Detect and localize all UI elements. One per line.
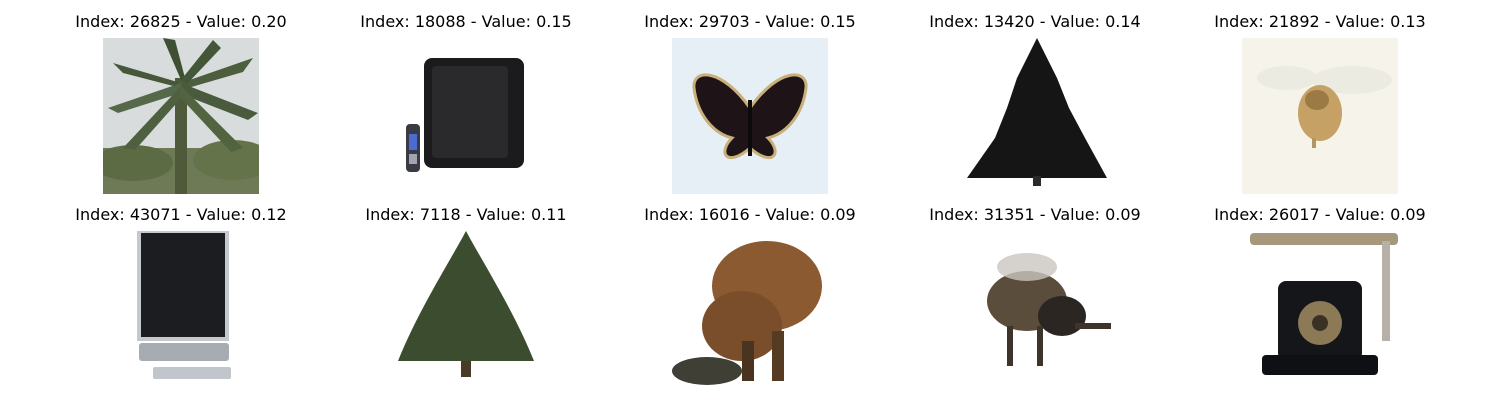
panel-title: Index: 26017 - Value: 0.09 [1214,205,1426,224]
butterfly-icon [672,38,828,194]
panel-title: Index: 31351 - Value: 0.09 [929,205,1141,224]
palm-tree-icon [103,38,259,194]
panel-title: Index: 16016 - Value: 0.09 [644,205,856,224]
conifer-tree-icon [388,231,544,387]
bison-icon [672,231,828,387]
panel-title: Index: 26825 - Value: 0.20 [75,12,287,31]
panel-title: Index: 21892 - Value: 0.13 [1214,12,1426,31]
pine-tree-icon [957,38,1113,194]
flat-tv-icon [103,231,259,387]
bee-icon [1242,38,1398,194]
bumblebee-icon [957,231,1113,387]
panel-title: Index: 13420 - Value: 0.14 [929,12,1141,31]
television-remote-icon [388,38,544,194]
panel-title: Index: 29703 - Value: 0.15 [644,12,856,31]
rotary-telephone-icon [1242,231,1398,387]
panel-title: Index: 43071 - Value: 0.12 [75,205,287,224]
panel-title: Index: 7118 - Value: 0.11 [365,205,567,224]
panel-title: Index: 18088 - Value: 0.15 [360,12,572,31]
